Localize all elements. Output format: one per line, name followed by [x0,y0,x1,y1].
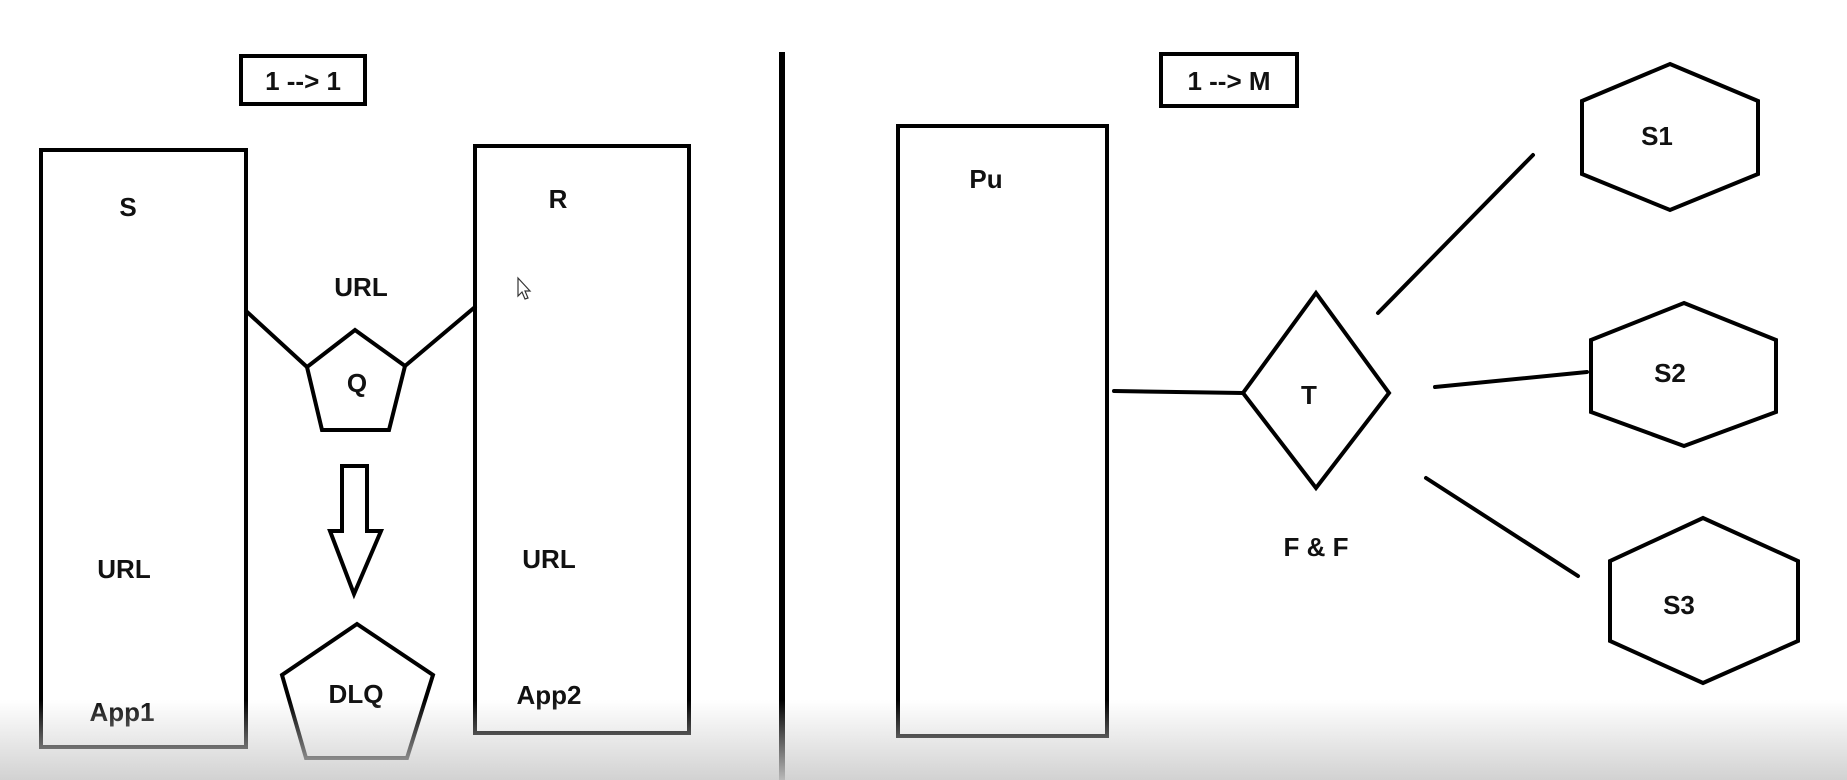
topic-to-s2-edge [1433,370,1589,389]
dlq-label: DLQ [329,679,384,709]
app2-url-label: URL [522,544,576,574]
topic-note-label: F & F [1284,532,1349,562]
link-url-label: URL [334,272,388,302]
app2-name-label: App2 [517,680,582,710]
subscriber-s1-label: S1 [1641,121,1673,151]
app1-role-label: S [119,192,136,222]
app1-url-label: URL [97,554,151,584]
app1-name-label: App1 [90,697,155,727]
queue-label: Q [347,368,367,398]
topic-to-s1-edge [1376,153,1535,315]
subscriber-s3-hexagon [1608,515,1800,686]
app2-box [473,144,691,735]
cursor-icon [517,276,532,300]
subscriber-s3-label: S3 [1663,590,1695,620]
right-title: 1 --> M [1187,66,1270,96]
down-arrow [327,464,385,600]
queue-to-app2-edge [403,305,477,368]
left-title-box [239,54,367,106]
app2-role-label: R [549,184,568,214]
publisher-to-topic-edge [1112,389,1245,395]
subscriber-s2-label: S2 [1654,358,1686,388]
topic-diamond [1240,289,1392,492]
app1-to-queue-edge [244,309,309,369]
publisher-label: Pu [969,164,1002,194]
app1-box [39,148,248,749]
topic-label: T [1301,380,1317,410]
right-title-box [1159,52,1299,108]
subscriber-s1-hexagon [1580,61,1760,213]
publisher-box [896,124,1109,738]
queue-pentagon [304,327,408,432]
left-title: 1 --> 1 [265,66,341,96]
topic-to-s3-edge [1424,476,1580,578]
subscriber-s2-hexagon [1589,300,1778,449]
